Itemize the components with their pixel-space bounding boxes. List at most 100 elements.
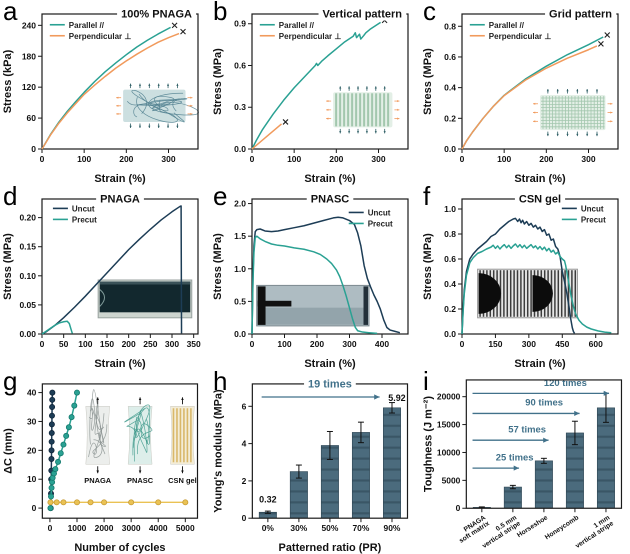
svg-text:Perpendicular ⊥: Perpendicular ⊥ [69,32,132,41]
svg-text:0.0: 0.0 [444,329,456,339]
panel-letter-d: d [3,181,18,211]
svg-text:Honeycomb: Honeycomb [544,514,580,541]
svg-text:Uncut: Uncut [368,208,391,217]
svg-text:0: 0 [250,154,255,164]
chart-toughness: 25 times 57 times 90 times 120 times 0 5000 10… [423,378,623,550]
svg-text:0.0: 0.0 [234,144,246,154]
svg-text:1.0: 1.0 [234,264,246,274]
svg-text:1.5: 1.5 [234,231,246,241]
inset-sample-label: PNAGA [84,476,111,485]
chart-100-pnaga: 0 60 120 180 240 0 100 200 300 Strain (%) Stress (… [2,8,199,185]
svg-text:Precut: Precut [368,219,393,228]
svg-text:25 times: 25 times [496,452,534,463]
chart-grid-pattern: 0.0 0.2 0.4 0.6 0.8 0 100 200 300 Strain (%) Stres… [422,8,619,185]
svg-text:0: 0 [31,144,36,154]
panel-letter-e: e [213,181,228,211]
svg-text:Toughness (J m⁻²): Toughness (J m⁻²) [423,396,435,492]
svg-text:Uncut: Uncut [72,204,95,213]
svg-text:300: 300 [581,154,595,164]
svg-text:0: 0 [48,523,53,533]
svg-text:100: 100 [277,339,291,349]
svg-text:Young's modulus (MPa): Young's modulus (MPa) [213,389,225,513]
svg-text:120 times: 120 times [544,378,587,389]
svg-text:0.10: 0.10 [19,271,36,281]
chart-pnasc-cut: 0.0 0.5 1.0 1.5 2.0 0 100 200 300 400 Strain (%) St… [212,193,409,370]
svg-text:0.32: 0.32 [259,494,276,504]
svg-text:200: 200 [539,154,553,164]
panel-letter-h: h [213,366,228,396]
svg-text:0.6: 0.6 [234,60,246,70]
chart-csn-gel-cut: 0.0 0.2 0.4 0.6 0.8 1.0 0 150 300 450 600 Strain (%… [422,193,619,370]
svg-text:Stress (MPa): Stress (MPa) [2,233,14,300]
svg-text:2000: 2000 [95,523,114,533]
svg-text:0.0: 0.0 [444,144,456,154]
svg-text:Parallel //: Parallel // [279,21,315,30]
panel-d: d 0.00 0.05 0.10 0.15 0.20 0 50 100 150 200 250 300… [0,181,210,370]
inset-sample-label: CSN gel [168,476,197,485]
svg-text:Stress (MPa): Stress (MPa) [422,233,434,300]
svg-text:300: 300 [522,339,536,349]
svg-text:0.00: 0.00 [19,329,36,339]
chart-cycles: PNAGA PNASC CSN gel 0 10 20 30 40 0 1000 2000 3000 4… [3,383,199,554]
svg-text:90%: 90% [384,523,401,533]
panel-letter-g: g [3,366,18,396]
svg-text:Vertical pattern: Vertical pattern [323,9,403,21]
svg-text:120: 120 [22,82,36,92]
panel-letter-b: b [213,0,228,26]
svg-text:240: 240 [22,20,36,30]
svg-text:1000: 1000 [68,523,87,533]
svg-text:300: 300 [371,154,385,164]
panel-letter-a: a [3,0,18,26]
svg-text:0: 0 [40,154,45,164]
svg-text:Stress (MPa): Stress (MPa) [212,233,224,300]
svg-text:Strain (%): Strain (%) [514,173,566,185]
svg-text:0.6: 0.6 [444,52,456,62]
svg-text:200: 200 [119,154,133,164]
svg-text:Perpendicular ⊥: Perpendicular ⊥ [489,32,552,41]
svg-text:Precut: Precut [72,215,97,224]
svg-text:300: 300 [161,154,175,164]
svg-text:57 times: 57 times [508,424,546,435]
svg-text:10000: 10000 [437,447,461,457]
svg-text:3000: 3000 [122,523,141,533]
panel-b: b 0.0 0.3 0.6 0.9 0 100 200 300 Strain (%) Stress… [210,0,420,185]
svg-text:0: 0 [40,339,45,349]
svg-text:0.9: 0.9 [234,19,246,29]
svg-text:6: 6 [242,401,247,411]
svg-text:0.4: 0.4 [444,279,456,289]
svg-text:10: 10 [27,474,37,484]
svg-text:50%: 50% [321,523,338,533]
svg-text:0: 0 [242,513,247,523]
svg-text:Number of cycles: Number of cycles [74,542,165,554]
chart-pnaga-cut: 0.00 0.05 0.10 0.15 0.20 0 50 100 150 200 250 300 35… [2,193,201,370]
panel-g: g PNAGA PNASC CSN gel 0 10 20 30 40 0 1000 2000 300… [0,366,210,554]
svg-text:250: 250 [143,339,157,349]
inset-sample-label: PNASC [127,476,154,485]
svg-text:19 times: 19 times [308,378,352,390]
svg-text:0.0: 0.0 [234,329,246,339]
svg-text:Perpendicular ⊥: Perpendicular ⊥ [279,32,342,41]
svg-text:0.2: 0.2 [444,113,456,123]
svg-text:4: 4 [242,439,247,449]
svg-text:1.0: 1.0 [444,204,456,214]
svg-text:100: 100 [287,154,301,164]
svg-text:300: 300 [342,339,356,349]
svg-text:40: 40 [27,388,37,398]
svg-text:100: 100 [78,339,92,349]
svg-text:0.8: 0.8 [444,21,456,31]
chart-vertical-pattern: 0.0 0.3 0.6 0.9 0 100 200 300 Strain (%) Stress (… [212,8,409,185]
svg-text:5.92: 5.92 [388,393,405,403]
svg-text:30%: 30% [290,523,307,533]
svg-text:Uncut: Uncut [581,204,604,213]
svg-text:600: 600 [589,339,603,349]
svg-text:4000: 4000 [149,523,168,533]
svg-text:60: 60 [27,113,37,123]
svg-text:0: 0 [32,503,37,513]
svg-text:Precut: Precut [581,215,606,224]
svg-text:Patterned ratio (PR): Patterned ratio (PR) [279,542,382,554]
svg-text:150: 150 [488,339,502,349]
svg-text:0: 0 [460,154,465,164]
svg-text:0.6: 0.6 [444,254,456,264]
svg-text:20: 20 [27,445,37,455]
svg-text:180: 180 [22,51,36,61]
